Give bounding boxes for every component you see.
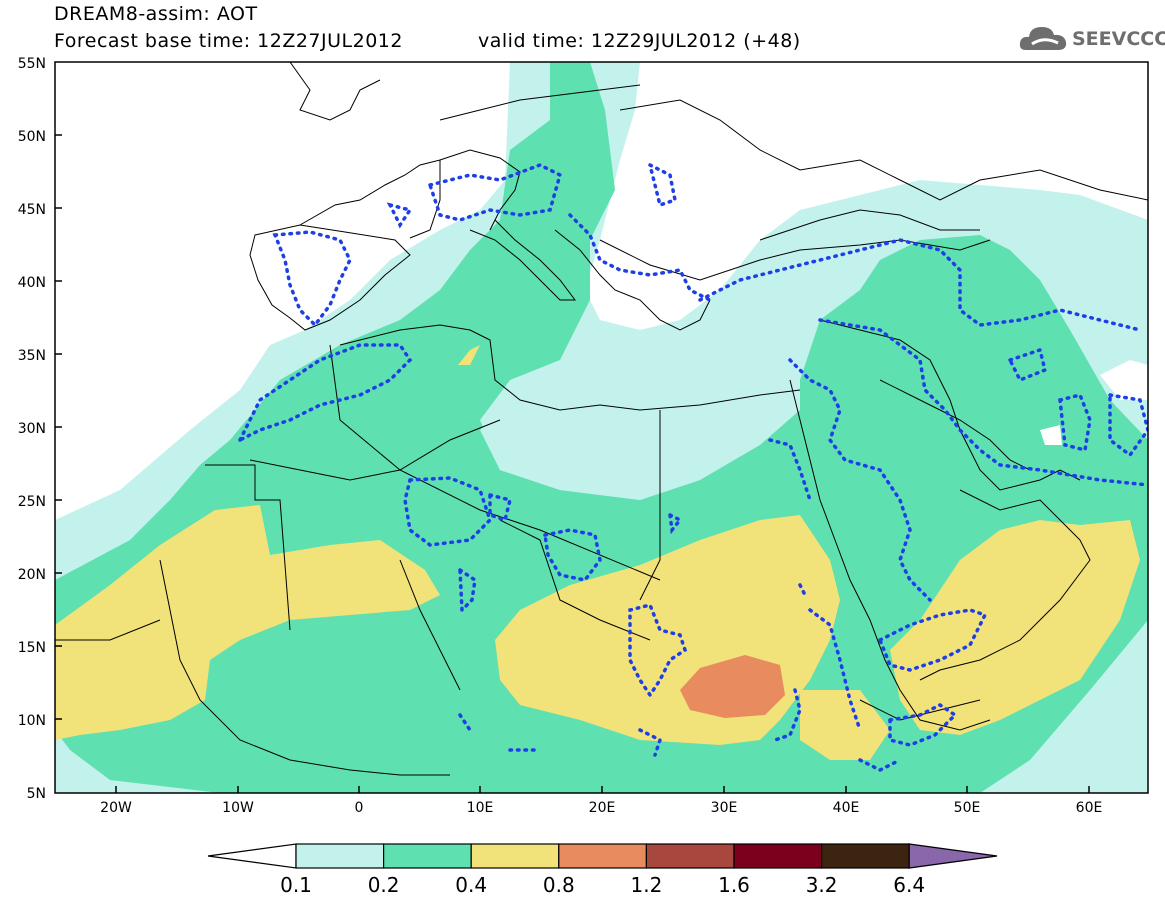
colorbar-label: 3.2: [806, 873, 838, 897]
lon-label: 0: [355, 800, 364, 816]
lat-label: 55N: [18, 56, 46, 72]
lat-label: 40N: [18, 275, 46, 291]
valid-time: valid time: 12Z29JUL2012 (+48): [478, 30, 801, 52]
lat-label: 10N: [18, 713, 46, 729]
colorbar-label: 0.2: [368, 873, 400, 897]
colorbar-segment: [470, 843, 560, 869]
colorbar-over-arrow: [908, 843, 998, 869]
colorbar-labels: 0.1 0.2 0.4 0.8 1.2 1.6 3.2 6.4: [280, 873, 925, 897]
aot-level-0.4-west: [55, 505, 440, 740]
lat-label: 25N: [18, 494, 46, 510]
coastlines: [55, 62, 1148, 776]
aot-level-0.4-arabia: [890, 520, 1140, 735]
colorbar-label: 0.4: [455, 873, 487, 897]
colorbar: [207, 843, 998, 869]
dotted-contours: [236, 161, 1148, 772]
logo-text: SEEVCCC: [1072, 28, 1165, 50]
lat-label: 35N: [18, 348, 46, 364]
forecast-base-time: Forecast base time: 12Z27JUL2012: [54, 30, 403, 52]
colorbar-segment: [558, 843, 647, 869]
lat-label: 45N: [18, 202, 46, 218]
lat-label: 15N: [18, 640, 46, 656]
seevccc-logo: SEEVCCC: [1018, 22, 1165, 56]
lat-label: 5N: [27, 786, 46, 802]
lon-label: 10W: [222, 800, 254, 816]
lat-label: 50N: [18, 129, 46, 145]
colorbar-label: 1.2: [630, 873, 662, 897]
colorbar-segment: [820, 843, 910, 869]
map-title: DREAM8-assim: AOT: [54, 3, 258, 25]
lon-label: 10E: [467, 800, 494, 816]
colorbar-under-arrow: [207, 843, 297, 869]
colorbar-segment: [383, 843, 472, 869]
lon-ticks: [115, 786, 1090, 793]
lon-label: 60E: [1076, 800, 1103, 816]
lat-label: 30N: [18, 421, 46, 437]
colorbar-segment: [733, 843, 823, 869]
colorbar-label: 0.8: [543, 873, 575, 897]
lon-label: 20W: [100, 800, 132, 816]
cloud-icon: [1019, 27, 1067, 50]
lon-label: 50E: [954, 800, 981, 816]
lon-label: 30E: [711, 800, 738, 816]
colorbar-segment: [295, 843, 385, 869]
lat-label: 20N: [18, 567, 46, 583]
latitude-axis: 55N 50N 45N 40N 35N 30N 25N 20N 15N 10N …: [18, 56, 46, 802]
colorbar-label: 1.6: [718, 873, 750, 897]
colorbar-label: 0.1: [280, 873, 312, 897]
lon-label: 40E: [833, 800, 860, 816]
longitude-axis: 20W 10W 0 10E 20E 30E 40E 50E 60E: [100, 800, 1102, 816]
aot-shading: [55, 62, 1148, 793]
colorbar-segment: [645, 843, 735, 869]
lon-label: 20E: [589, 800, 616, 816]
aot-level-0.8: [680, 655, 785, 718]
colorbar-label: 6.4: [893, 873, 925, 897]
lat-ticks: [55, 134, 62, 720]
